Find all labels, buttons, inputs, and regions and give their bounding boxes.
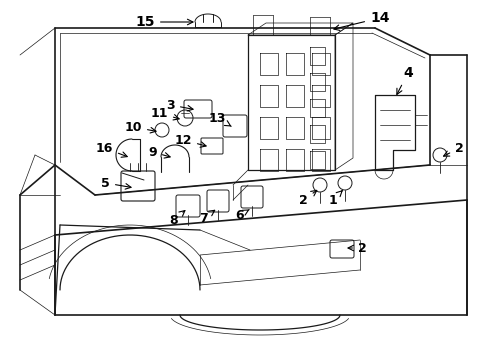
- Text: 8: 8: [170, 211, 185, 226]
- Text: 5: 5: [101, 176, 131, 189]
- Text: 2: 2: [299, 190, 317, 207]
- Text: 16: 16: [96, 141, 127, 157]
- Text: 15: 15: [136, 15, 193, 29]
- Text: 10: 10: [124, 121, 156, 134]
- Text: 12: 12: [174, 134, 206, 147]
- Text: 11: 11: [150, 107, 179, 120]
- Text: 9: 9: [148, 145, 170, 158]
- Text: 2: 2: [348, 242, 367, 255]
- Text: 14: 14: [334, 11, 390, 31]
- Text: 1: 1: [328, 191, 342, 207]
- Text: 13: 13: [209, 112, 231, 126]
- Text: 3: 3: [167, 99, 193, 112]
- Text: 7: 7: [199, 210, 215, 225]
- Text: 2: 2: [443, 141, 464, 156]
- Text: 6: 6: [235, 208, 249, 221]
- Text: 4: 4: [397, 66, 413, 94]
